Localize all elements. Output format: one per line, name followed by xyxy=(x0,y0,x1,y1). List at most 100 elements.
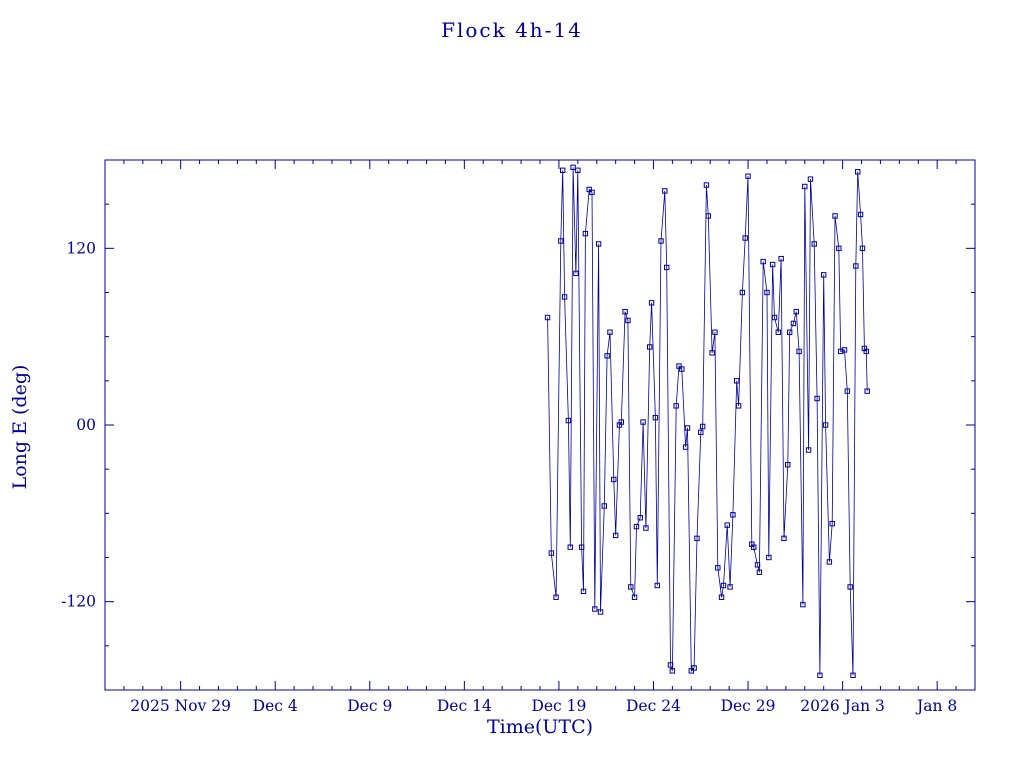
data-point-marker xyxy=(850,672,856,678)
data-point-marker xyxy=(612,532,619,539)
data-point-marker xyxy=(631,594,638,600)
data-point-marker xyxy=(618,419,625,425)
data-point-marker xyxy=(682,444,689,450)
data-point-marker xyxy=(575,167,581,174)
data-point-marker xyxy=(853,263,859,269)
data-point-marker xyxy=(676,363,682,369)
x-axis-ticks xyxy=(123,160,957,690)
data-point-marker xyxy=(595,241,602,247)
data-point-marker xyxy=(597,609,604,615)
data-point-marker xyxy=(771,314,778,321)
y-tick-labels: 120 00 -120 xyxy=(61,239,96,610)
data-point-marker xyxy=(592,606,598,612)
data-point-marker xyxy=(709,350,715,356)
data-point-marker xyxy=(820,272,827,278)
data-point-marker xyxy=(567,544,573,550)
x-tick-label: Dec 29 xyxy=(721,697,776,715)
x-tick-label: 2025 Nov 29 xyxy=(130,697,231,715)
data-point-marker xyxy=(673,403,679,409)
data-point-marker xyxy=(857,211,864,218)
y-tick-label: -120 xyxy=(61,593,96,611)
data-point-marker xyxy=(832,213,838,219)
data-point-marker xyxy=(855,169,861,175)
data-point-marker xyxy=(841,347,848,353)
data-point-marker xyxy=(548,550,555,556)
data-point-marker xyxy=(654,582,660,589)
data-point-marker xyxy=(712,329,718,335)
x-tick-label: Dec 4 xyxy=(253,697,298,715)
data-point-marker xyxy=(658,238,664,244)
data-point-marker xyxy=(698,429,704,436)
data-point-marker xyxy=(559,167,566,174)
data-point-marker xyxy=(589,189,595,196)
data-point-marker xyxy=(811,241,817,247)
data-point-marker xyxy=(662,188,668,194)
data-point-marker xyxy=(601,503,608,509)
x-tick-label: Dec 14 xyxy=(437,697,492,715)
data-point-marker xyxy=(688,668,695,674)
data-point-marker xyxy=(775,329,782,335)
data-point-marker xyxy=(730,512,736,518)
data-point-marker xyxy=(733,378,740,384)
data-point-marker xyxy=(742,235,748,241)
data-point-marker xyxy=(764,289,770,296)
data-point-marker xyxy=(648,300,655,306)
data-point-marker xyxy=(778,255,784,262)
data-point-marker xyxy=(607,329,613,335)
data-point-marker xyxy=(558,238,564,244)
data-point-marker xyxy=(622,308,628,315)
data-point-marker xyxy=(646,344,653,350)
data-point-marker xyxy=(699,423,706,430)
data-point-marker xyxy=(800,601,806,608)
data-point-marker xyxy=(836,245,842,252)
data-point-marker xyxy=(796,348,802,355)
data-markers xyxy=(544,164,870,678)
data-point-marker xyxy=(625,317,631,324)
data-point-marker xyxy=(785,462,791,468)
x-tick-label: Dec 19 xyxy=(531,697,586,715)
data-point-marker xyxy=(751,544,757,550)
data-point-marker xyxy=(604,353,610,359)
x-tick-label: Dec 9 xyxy=(347,697,392,715)
data-point-marker xyxy=(544,314,551,321)
data-point-marker xyxy=(807,176,814,182)
x-tick-labels: 2025 Nov 29 Dec 4 Dec 9 Dec 14 Dec 19 Dec 24 D… xyxy=(130,697,957,715)
data-point-marker xyxy=(718,594,725,600)
data-point-marker xyxy=(829,520,835,527)
data-point-marker xyxy=(814,395,820,402)
data-point-marker xyxy=(643,525,649,531)
data-point-marker xyxy=(691,665,697,671)
data-point-marker xyxy=(805,447,812,453)
data-point-marker xyxy=(826,559,833,565)
data-point-marker xyxy=(586,186,592,193)
data-point-marker xyxy=(637,515,643,521)
data-point-marker xyxy=(573,270,579,277)
data-point-marker xyxy=(754,562,761,568)
data-point-marker xyxy=(781,535,787,542)
data-point-marker xyxy=(582,230,589,237)
chart-title: Flock 4h-14 xyxy=(441,18,583,42)
data-point-marker xyxy=(847,584,853,590)
data-point-marker xyxy=(561,294,568,300)
data-point-marker xyxy=(817,672,823,678)
x-tick-label: Dec 24 xyxy=(626,697,681,715)
data-point-marker xyxy=(705,213,712,219)
y-axis-ticks xyxy=(105,203,975,647)
data-point-marker xyxy=(669,668,676,674)
data-point-marker xyxy=(703,182,710,188)
plot-frame xyxy=(104,159,976,691)
data-point-marker xyxy=(565,417,572,424)
data-point-marker xyxy=(745,173,751,179)
data-point-marker xyxy=(760,258,766,265)
data-point-marker xyxy=(578,544,585,550)
data-point-marker xyxy=(786,329,793,335)
data-point-marker xyxy=(790,320,797,327)
data-point-marker xyxy=(802,183,808,190)
data-point-marker xyxy=(864,388,870,394)
data-point-marker xyxy=(694,535,700,542)
data-point-marker xyxy=(667,662,674,668)
data-point-marker xyxy=(838,348,844,355)
data-point-marker xyxy=(628,584,634,590)
data-line xyxy=(547,167,868,676)
